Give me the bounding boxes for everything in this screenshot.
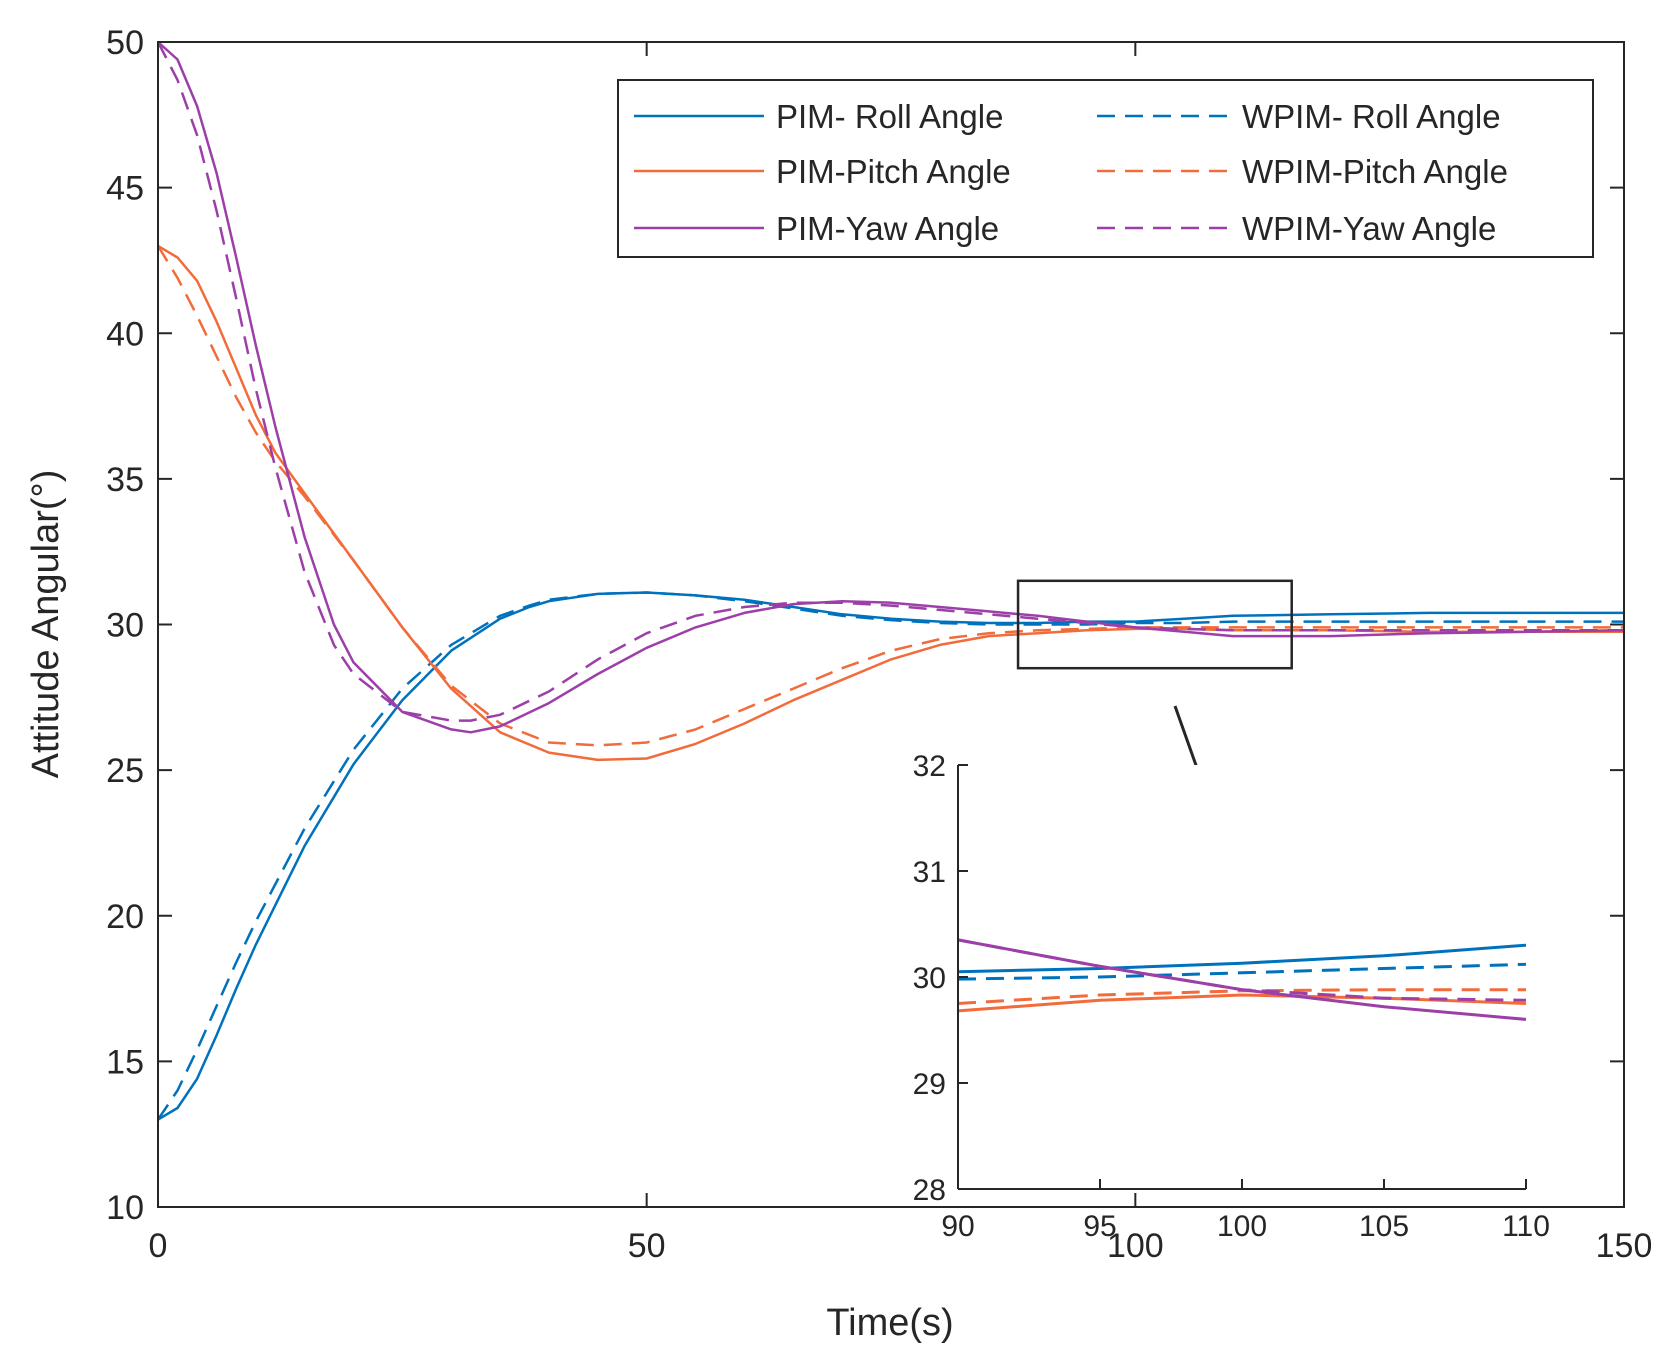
x-tick-label: 100 bbox=[1107, 1227, 1164, 1265]
y-tick-label: 50 bbox=[106, 24, 144, 62]
inset-x-tick-label: 95 bbox=[1083, 1210, 1116, 1243]
inset-x-tick-label: 90 bbox=[941, 1210, 974, 1243]
inset-y-tick-label: 31 bbox=[913, 856, 946, 889]
y-axis-title: Attitude Angular(°) bbox=[25, 470, 67, 779]
inset-series-line-wpim-yaw-angle bbox=[957, 938, 1527, 1002]
inset-plot-lines bbox=[957, 938, 1527, 1021]
inset-y-tick-label: 32 bbox=[913, 750, 946, 783]
inset-x-tick-label: 100 bbox=[1217, 1210, 1267, 1243]
inset-axis-ticks: 90 95 100 105 110 28 29 30 31 32 bbox=[913, 750, 1550, 1243]
inset-y-tick-label: 28 bbox=[913, 1174, 946, 1207]
series-line-wpim-yaw-angle bbox=[156, 41, 1624, 722]
legend-label-pim-roll-angle: PIM- Roll Angle bbox=[776, 98, 1003, 135]
x-tick-label: 50 bbox=[628, 1227, 666, 1265]
legend-label-pim-pitch-angle: PIM-Pitch Angle bbox=[776, 153, 1011, 190]
inset-y-tick-label: 29 bbox=[913, 1068, 946, 1101]
main-axis-ticks: 0 50 100 150 10 15 20 25 30 35 40 45 50 bbox=[106, 24, 1652, 1265]
series-line-pim-yaw-angle bbox=[157, 41, 1625, 734]
y-tick-label: 30 bbox=[106, 607, 144, 645]
inset-x-tick-label: 110 bbox=[1502, 1210, 1550, 1243]
inset-y-tick-label: 30 bbox=[913, 962, 946, 995]
series-line-wpim-roll-angle bbox=[156, 591, 1624, 1121]
x-axis-title: Time(s) bbox=[826, 1302, 953, 1344]
legend-entries: PIM- Roll Angle PIM-Pitch Angle PIM-Yaw An… bbox=[634, 98, 1508, 247]
legend-label-wpim-roll-angle: WPIM- Roll Angle bbox=[1242, 98, 1501, 135]
legend-label-pim-yaw-angle: PIM-Yaw Angle bbox=[776, 210, 999, 247]
y-tick-label: 15 bbox=[106, 1043, 144, 1081]
series-line-wpim-pitch-angle bbox=[156, 245, 1624, 747]
y-tick-label: 35 bbox=[106, 461, 144, 499]
legend: PIM- Roll Angle PIM-Pitch Angle PIM-Yaw An… bbox=[617, 79, 1594, 258]
x-tick-label: 0 bbox=[149, 1227, 168, 1265]
y-tick-label: 45 bbox=[106, 170, 144, 208]
inset-series-line-pim-roll-angle bbox=[957, 943, 1527, 974]
y-tick-label: 20 bbox=[106, 898, 144, 936]
y-tick-label: 25 bbox=[106, 752, 144, 790]
y-tick-label: 40 bbox=[106, 315, 144, 353]
x-tick-label: 150 bbox=[1596, 1227, 1653, 1265]
series-line-pim-pitch-angle bbox=[157, 244, 1624, 762]
legend-label-wpim-yaw-angle: WPIM-Yaw Angle bbox=[1242, 210, 1496, 247]
zoom-region-box bbox=[1016, 579, 1293, 670]
inset-series-line-wpim-roll-angle bbox=[957, 962, 1527, 981]
main-plot-lines bbox=[156, 41, 1625, 1121]
legend-label-wpim-pitch-angle: WPIM-Pitch Angle bbox=[1242, 153, 1508, 190]
y-tick-label: 10 bbox=[106, 1189, 144, 1227]
inset-x-tick-label: 105 bbox=[1359, 1210, 1409, 1243]
